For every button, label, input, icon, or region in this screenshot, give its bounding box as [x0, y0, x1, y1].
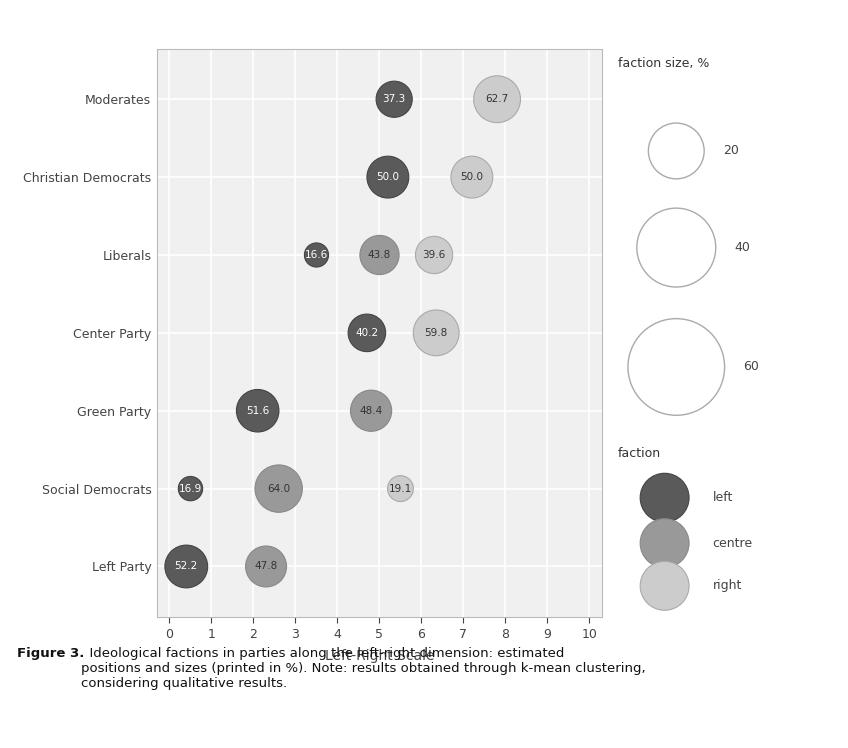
- Text: 37.3: 37.3: [382, 94, 406, 104]
- Ellipse shape: [474, 76, 521, 123]
- Ellipse shape: [350, 390, 392, 432]
- Text: 64.0: 64.0: [267, 484, 290, 494]
- Text: 51.6: 51.6: [246, 405, 270, 416]
- Ellipse shape: [246, 546, 287, 587]
- Text: 43.8: 43.8: [368, 250, 391, 260]
- Text: Figure 3.: Figure 3.: [17, 647, 84, 660]
- Text: 39.6: 39.6: [422, 250, 446, 260]
- Ellipse shape: [304, 243, 328, 267]
- Text: 60: 60: [743, 361, 759, 373]
- Text: 40: 40: [734, 241, 750, 254]
- Ellipse shape: [640, 562, 689, 610]
- Text: 59.8: 59.8: [425, 328, 448, 338]
- Ellipse shape: [416, 236, 453, 274]
- Text: 52.2: 52.2: [175, 562, 198, 571]
- Ellipse shape: [165, 545, 208, 588]
- Text: left: left: [712, 491, 733, 504]
- Text: 19.1: 19.1: [389, 484, 412, 494]
- Ellipse shape: [637, 208, 716, 287]
- Ellipse shape: [360, 236, 399, 275]
- Ellipse shape: [237, 390, 279, 432]
- Ellipse shape: [649, 123, 704, 179]
- Text: 47.8: 47.8: [254, 562, 277, 571]
- Text: faction size, %: faction size, %: [618, 57, 710, 70]
- Ellipse shape: [628, 319, 724, 415]
- Ellipse shape: [451, 156, 493, 198]
- Ellipse shape: [640, 473, 689, 522]
- Ellipse shape: [413, 310, 459, 356]
- Ellipse shape: [367, 156, 409, 198]
- Text: 16.6: 16.6: [304, 250, 328, 260]
- Text: 50.0: 50.0: [460, 172, 483, 182]
- Text: Ideological factions in parties along the left-right dimension: estimated
positi: Ideological factions in parties along th…: [81, 647, 645, 690]
- Text: 62.7: 62.7: [485, 94, 509, 104]
- X-axis label: Left-Right Scale: Left-Right Scale: [325, 649, 434, 663]
- Ellipse shape: [640, 519, 689, 568]
- Ellipse shape: [388, 476, 414, 502]
- Ellipse shape: [377, 82, 412, 117]
- Text: centre: centre: [712, 537, 752, 550]
- Ellipse shape: [255, 465, 303, 512]
- Text: 16.9: 16.9: [179, 484, 202, 494]
- Text: faction: faction: [618, 447, 661, 459]
- Text: right: right: [712, 580, 742, 592]
- Text: 40.2: 40.2: [355, 328, 378, 338]
- Text: 20: 20: [722, 144, 739, 157]
- Ellipse shape: [178, 476, 203, 500]
- Ellipse shape: [349, 314, 386, 352]
- Text: 50.0: 50.0: [377, 172, 399, 182]
- Text: 48.4: 48.4: [360, 405, 382, 416]
